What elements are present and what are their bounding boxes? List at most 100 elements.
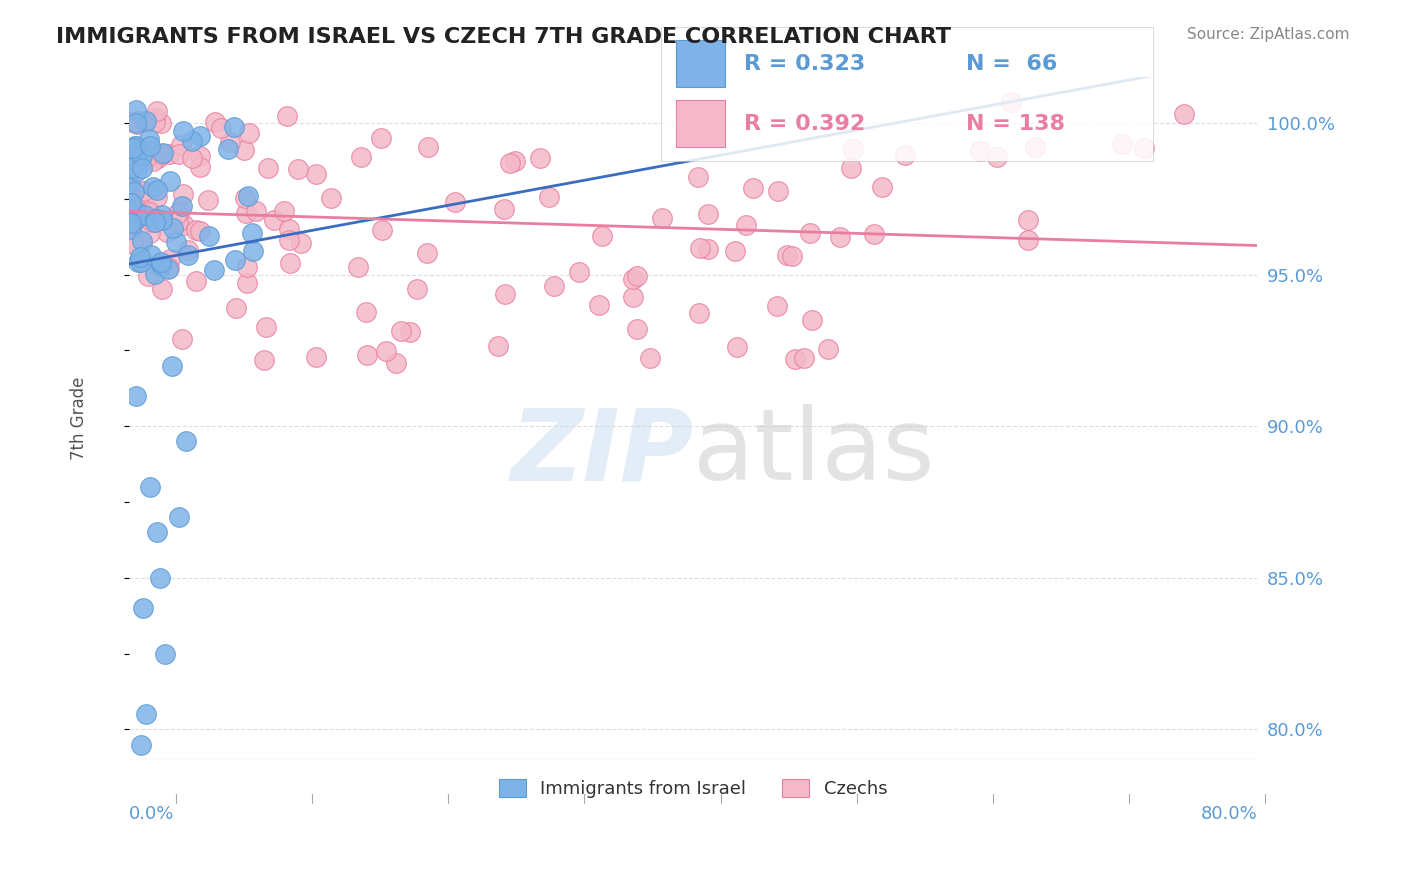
Immigrants from Israel bbox=[145, 267, 167, 281]
Czechs bbox=[138, 226, 160, 240]
Czechs bbox=[503, 154, 526, 169]
Czechs bbox=[138, 148, 160, 162]
Czechs bbox=[159, 252, 181, 266]
Immigrants from Israel bbox=[236, 188, 259, 202]
Czechs bbox=[765, 299, 787, 313]
Czechs bbox=[638, 351, 661, 365]
Immigrants from Israel bbox=[131, 235, 153, 249]
Czechs bbox=[689, 241, 711, 255]
Immigrants from Israel bbox=[181, 134, 204, 148]
Immigrants from Israel bbox=[150, 208, 173, 222]
Czechs bbox=[253, 353, 276, 368]
Czechs bbox=[290, 235, 312, 250]
Immigrants from Israel bbox=[128, 250, 150, 264]
Czechs bbox=[166, 215, 188, 229]
Immigrants from Israel bbox=[143, 215, 166, 229]
Text: Source: ZipAtlas.com: Source: ZipAtlas.com bbox=[1187, 27, 1350, 42]
Immigrants from Israel bbox=[120, 216, 142, 230]
Immigrants from Israel bbox=[129, 738, 152, 752]
Czechs bbox=[138, 143, 160, 157]
Text: IMMIGRANTS FROM ISRAEL VS CZECH 7TH GRADE CORRELATION CHART: IMMIGRANTS FROM ISRAEL VS CZECH 7TH GRAD… bbox=[56, 27, 952, 46]
Czechs bbox=[499, 156, 522, 170]
Czechs bbox=[374, 344, 396, 359]
Text: N = 138: N = 138 bbox=[966, 114, 1064, 135]
Czechs bbox=[799, 227, 821, 241]
Bar bbox=[675, 101, 725, 147]
Czechs bbox=[136, 202, 159, 216]
Czechs bbox=[150, 282, 173, 296]
Immigrants from Israel bbox=[135, 113, 157, 128]
Czechs bbox=[969, 144, 991, 158]
Immigrants from Israel bbox=[146, 525, 169, 540]
Czechs bbox=[319, 191, 342, 205]
Czechs bbox=[801, 312, 824, 326]
Czechs bbox=[384, 356, 406, 370]
Immigrants from Israel bbox=[143, 212, 166, 227]
Immigrants from Israel bbox=[242, 244, 264, 258]
Czechs bbox=[276, 109, 298, 123]
Text: 80.0%: 80.0% bbox=[1201, 805, 1257, 823]
Czechs bbox=[145, 111, 167, 125]
Text: 7th Grade: 7th Grade bbox=[69, 377, 87, 460]
Czechs bbox=[118, 165, 141, 179]
Czechs bbox=[233, 143, 256, 157]
Immigrants from Israel bbox=[122, 141, 145, 155]
Immigrants from Israel bbox=[160, 359, 183, 373]
Czechs bbox=[1017, 233, 1039, 247]
Text: ZIP: ZIP bbox=[510, 404, 693, 501]
Czechs bbox=[346, 260, 368, 274]
Czechs bbox=[349, 150, 371, 164]
Immigrants from Israel bbox=[224, 252, 246, 267]
Czechs bbox=[418, 140, 440, 154]
Czechs bbox=[793, 351, 815, 365]
Immigrants from Israel bbox=[131, 148, 153, 162]
Czechs bbox=[398, 326, 420, 340]
Immigrants from Israel bbox=[150, 213, 173, 227]
Czechs bbox=[125, 201, 148, 215]
Czechs bbox=[184, 274, 207, 288]
Czechs bbox=[136, 269, 159, 284]
Czechs bbox=[305, 167, 328, 181]
Immigrants from Israel bbox=[138, 139, 160, 153]
Immigrants from Israel bbox=[146, 183, 169, 197]
Immigrants from Israel bbox=[122, 185, 145, 199]
Czechs bbox=[494, 286, 516, 301]
Czechs bbox=[591, 228, 613, 243]
Immigrants from Israel bbox=[127, 255, 149, 269]
Czechs bbox=[146, 189, 169, 203]
Czechs bbox=[129, 148, 152, 162]
Czechs bbox=[1000, 95, 1022, 109]
Czechs bbox=[170, 138, 193, 153]
Czechs bbox=[142, 145, 165, 159]
Immigrants from Israel bbox=[174, 434, 197, 449]
Czechs bbox=[141, 215, 163, 229]
Immigrants from Israel bbox=[188, 129, 211, 144]
Immigrants from Israel bbox=[124, 213, 146, 227]
Immigrants from Israel bbox=[150, 254, 173, 268]
Czechs bbox=[209, 121, 232, 136]
Czechs bbox=[626, 322, 648, 336]
Czechs bbox=[127, 114, 149, 128]
Czechs bbox=[150, 116, 173, 130]
Immigrants from Israel bbox=[131, 255, 153, 269]
Czechs bbox=[486, 338, 509, 352]
Czechs bbox=[156, 225, 179, 239]
Czechs bbox=[245, 203, 267, 218]
Immigrants from Israel bbox=[156, 262, 179, 277]
Czechs bbox=[444, 195, 467, 210]
Immigrants from Israel bbox=[217, 142, 239, 156]
Czechs bbox=[278, 256, 301, 270]
Czechs bbox=[305, 350, 328, 364]
Czechs bbox=[783, 351, 806, 366]
Czechs bbox=[415, 245, 437, 260]
Czechs bbox=[157, 261, 180, 276]
Czechs bbox=[828, 230, 851, 244]
Czechs bbox=[188, 149, 211, 163]
Immigrants from Israel bbox=[120, 196, 142, 211]
Czechs bbox=[725, 340, 748, 354]
Czechs bbox=[148, 151, 170, 165]
Czechs bbox=[370, 130, 392, 145]
Czechs bbox=[863, 227, 886, 241]
Czechs bbox=[254, 319, 277, 334]
Czechs bbox=[138, 204, 160, 219]
